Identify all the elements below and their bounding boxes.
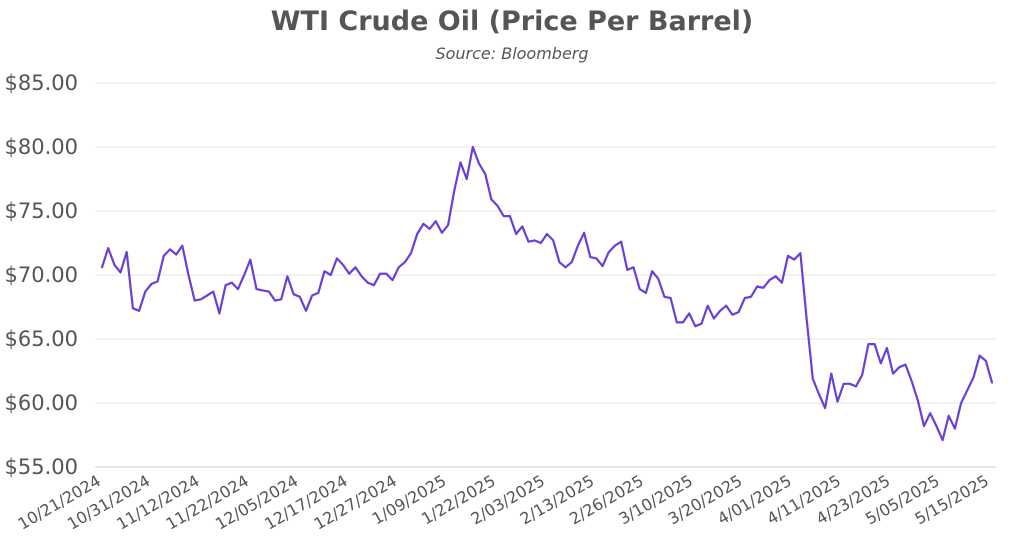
y-tick-label: $65.00 <box>5 327 78 351</box>
y-tick-label: $80.00 <box>5 135 78 159</box>
y-tick-label: $60.00 <box>5 391 78 415</box>
y-tick-label: $75.00 <box>5 199 78 223</box>
chart-subtitle: Source: Bloomberg <box>435 44 589 63</box>
y-tick-label: $70.00 <box>5 263 78 287</box>
price-line <box>100 145 994 442</box>
chart-title: WTI Crude Oil (Price Per Barrel) <box>270 6 754 37</box>
y-tick-label: $55.00 <box>5 455 78 479</box>
y-tick-label: $85.00 <box>5 71 78 95</box>
